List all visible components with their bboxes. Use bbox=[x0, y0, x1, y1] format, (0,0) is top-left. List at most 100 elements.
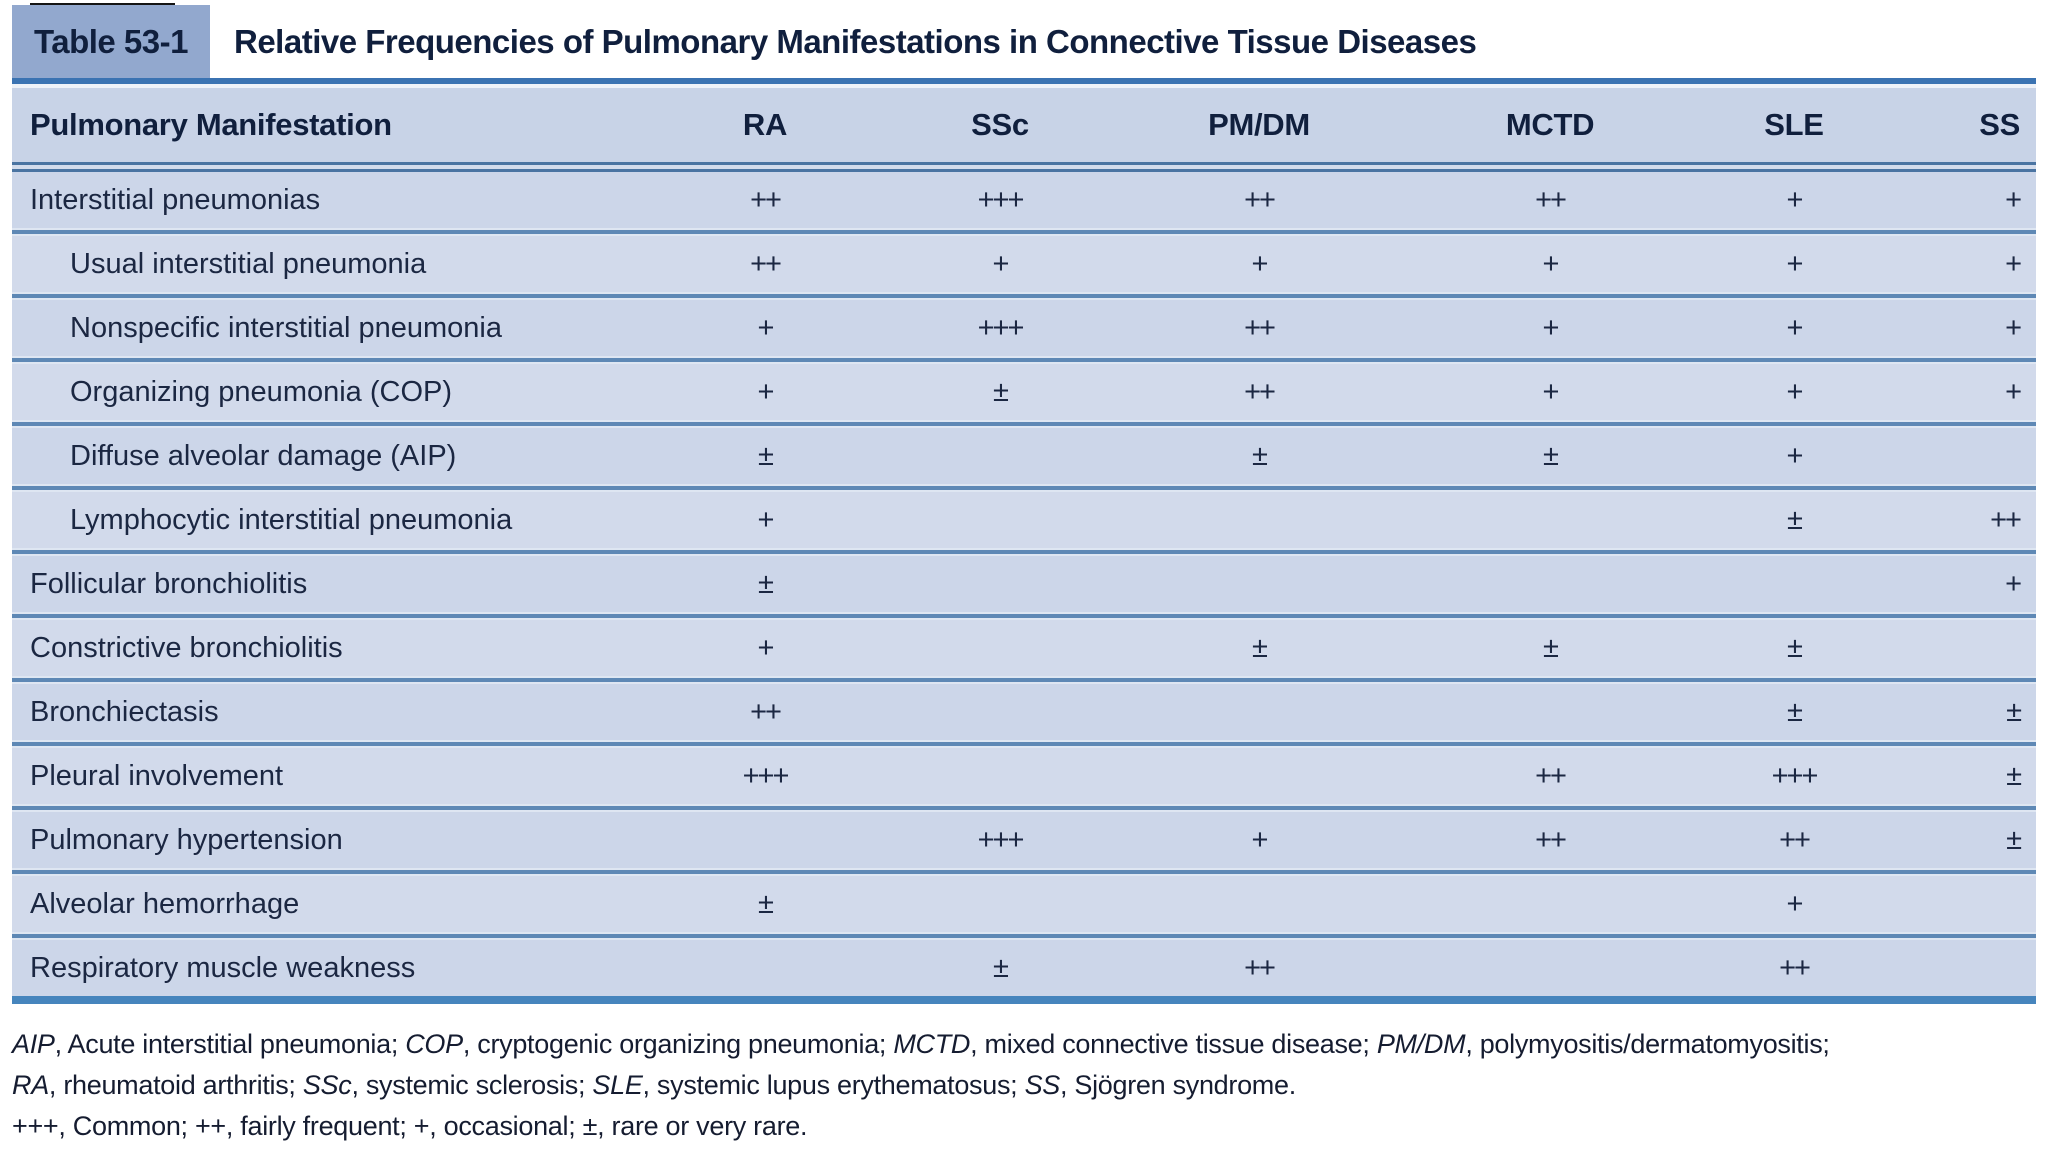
row-divider bbox=[12, 420, 2036, 428]
footnote-text: , Sjögren syndrome. bbox=[1060, 1070, 1296, 1100]
cell-sle: + bbox=[1786, 247, 1804, 280]
footnote-text: +++, Common; ++, fairly frequent; +, occ… bbox=[12, 1111, 808, 1141]
cell-sle: + bbox=[1786, 311, 1804, 344]
column-header-ssc: SSc bbox=[971, 107, 1029, 142]
footnote-abbreviation: COP bbox=[405, 1029, 463, 1059]
footnote-line-1: AIP, Acute interstitial pneumonia; COP, … bbox=[12, 1024, 2022, 1065]
cell-ra: + bbox=[757, 375, 775, 408]
footnote-abbreviation: MCTD bbox=[893, 1029, 971, 1059]
row-divider bbox=[12, 548, 2036, 556]
cell-sle: ± bbox=[1787, 695, 1803, 728]
row-divider bbox=[12, 868, 2036, 876]
table-row-respiratory-muscle-weakness: Respiratory muscle weakness ± ++ ++ bbox=[12, 940, 2036, 996]
cell-ss: + bbox=[2005, 247, 2022, 280]
footnote-abbreviation: AIP bbox=[12, 1029, 55, 1059]
footnote-line-2: RA, rheumatoid arthritis; SSc, systemic … bbox=[12, 1065, 2022, 1106]
table-row-nonspecific-interstitial-pneumonia: Nonspecific interstitial pneumonia + +++ ++… bbox=[12, 300, 2036, 356]
cell-ss: + bbox=[2005, 311, 2022, 344]
footnote-abbreviation: PM/DM bbox=[1376, 1029, 1466, 1059]
cell-ra: ++ bbox=[750, 695, 782, 728]
cell-pm-dm: ++ bbox=[1244, 183, 1276, 216]
row-divider bbox=[12, 228, 2036, 236]
table-row-constrictive-bronchiolitis: Constrictive bronchiolitis + ± ± ± bbox=[12, 620, 2036, 676]
footnote-text: , systemic lupus erythematosus; bbox=[642, 1070, 1025, 1100]
table-title: Relative Frequencies of Pulmonary Manife… bbox=[234, 22, 1477, 60]
cell-ss: + bbox=[2005, 375, 2022, 408]
table-row-usual-interstitial-pneumonia: Usual interstitial pneumonia ++ + + + + + bbox=[12, 236, 2036, 292]
row-divider bbox=[12, 932, 2036, 940]
cell-sle: + bbox=[1786, 183, 1804, 216]
table-header-row: Pulmonary Manifestation RA SSc PM/DM MCTD SLE… bbox=[12, 88, 2036, 162]
cell-sle: ± bbox=[1787, 503, 1803, 536]
title-rule-gap bbox=[12, 84, 2036, 88]
cell-ra: ± bbox=[758, 567, 774, 600]
cell-mctd: ± bbox=[1543, 631, 1559, 664]
footnote-line-3: +++, Common; ++, fairly frequent; +, occ… bbox=[12, 1106, 2022, 1147]
cell-ss: + bbox=[2005, 183, 2022, 216]
table-row-bronchiectasis: Bronchiectasis ++ ± ± bbox=[12, 684, 2036, 740]
bottom-rule bbox=[12, 996, 2036, 1004]
cell-ssc: + bbox=[992, 247, 1010, 280]
column-header-sle: SLE bbox=[1764, 107, 1824, 142]
cell-pm-dm: ++ bbox=[1244, 951, 1276, 984]
table-row-diffuse-alveolar-damage-aip: Diffuse alveolar damage (AIP) ± ± ± + bbox=[12, 428, 2036, 484]
header-rule bbox=[12, 162, 2036, 172]
row-divider bbox=[12, 356, 2036, 364]
row-label: Follicular bronchiolitis bbox=[30, 567, 308, 600]
cell-pm-dm: + bbox=[1251, 247, 1269, 280]
row-label: Lymphocytic interstitial pneumonia bbox=[70, 503, 513, 536]
cell-ss: + bbox=[2005, 567, 2022, 600]
title-rule bbox=[12, 78, 2036, 84]
cell-ssc: +++ bbox=[977, 823, 1025, 856]
cell-ra: ± bbox=[758, 887, 774, 920]
cell-ss: ++ bbox=[1990, 503, 2022, 536]
footnote-text: , Acute interstitial pneumonia; bbox=[54, 1029, 406, 1059]
cell-ssc: ± bbox=[993, 951, 1009, 984]
frequency-table: Pulmonary Manifestation RA SSc PM/DM MCTD SLE… bbox=[12, 78, 2036, 1004]
row-label: Nonspecific interstitial pneumonia bbox=[70, 311, 502, 344]
row-label: Alveolar hemorrhage bbox=[30, 887, 300, 920]
cell-sle: ++ bbox=[1779, 823, 1811, 856]
row-label: Bronchiectasis bbox=[30, 695, 219, 728]
row-label: Organizing pneumonia (COP) bbox=[70, 375, 453, 408]
footnote-text: , polymyositis/dermatomyositis; bbox=[1465, 1029, 1830, 1059]
column-header-ra: RA bbox=[742, 107, 788, 142]
row-label: Usual interstitial pneumonia bbox=[70, 247, 427, 280]
row-divider bbox=[12, 676, 2036, 684]
table-row-follicular-bronchiolitis: Follicular bronchiolitis ± + bbox=[12, 556, 2036, 612]
cell-pm-dm: ++ bbox=[1244, 375, 1276, 408]
table-number-chip: Table 53-1 bbox=[12, 5, 210, 78]
cell-ra: ++ bbox=[750, 183, 782, 216]
cell-ra: + bbox=[757, 631, 775, 664]
footnote-abbreviation: SSc bbox=[302, 1070, 352, 1100]
cell-ss: ± bbox=[2006, 695, 2022, 728]
cell-pm-dm: + bbox=[1251, 823, 1269, 856]
footnote-abbreviation: SLE bbox=[592, 1070, 643, 1100]
cell-ssc: +++ bbox=[977, 311, 1025, 344]
footnotes: AIP, Acute interstitial pneumonia; COP, … bbox=[12, 1024, 2022, 1147]
table-row-interstitial-pneumonias: Interstitial pneumonias ++ +++ ++ ++ + + bbox=[12, 172, 2036, 228]
cell-mctd: ++ bbox=[1535, 823, 1567, 856]
footnote-abbreviation: RA bbox=[12, 1070, 49, 1100]
cell-mctd: ++ bbox=[1535, 183, 1567, 216]
row-divider bbox=[12, 612, 2036, 620]
table-row-pulmonary-hypertension: Pulmonary hypertension +++ + ++ ++ ± bbox=[12, 812, 2036, 868]
cell-sle: + bbox=[1786, 439, 1804, 472]
cell-mctd: + bbox=[1542, 311, 1560, 344]
row-label: Respiratory muscle weakness bbox=[30, 951, 416, 984]
cell-ra: + bbox=[757, 503, 775, 536]
footnote-text: , cryptogenic organizing pneumonia; bbox=[462, 1029, 894, 1059]
footnote-text: , systemic sclerosis; bbox=[351, 1070, 593, 1100]
column-header-mctd: MCTD bbox=[1505, 107, 1595, 142]
cell-ss: ± bbox=[2006, 823, 2022, 856]
cell-mctd: + bbox=[1542, 375, 1560, 408]
row-divider bbox=[12, 292, 2036, 300]
table-row-organizing-pneumonia-cop: Organizing pneumonia (COP) + ± ++ + + + bbox=[12, 364, 2036, 420]
cell-ss: ± bbox=[2006, 759, 2022, 792]
cell-mctd: ++ bbox=[1535, 759, 1567, 792]
cell-pm-dm: ++ bbox=[1244, 311, 1276, 344]
cell-ra: ± bbox=[758, 439, 774, 472]
row-label: Pulmonary hypertension bbox=[30, 823, 343, 856]
cell-mctd: ± bbox=[1543, 439, 1559, 472]
